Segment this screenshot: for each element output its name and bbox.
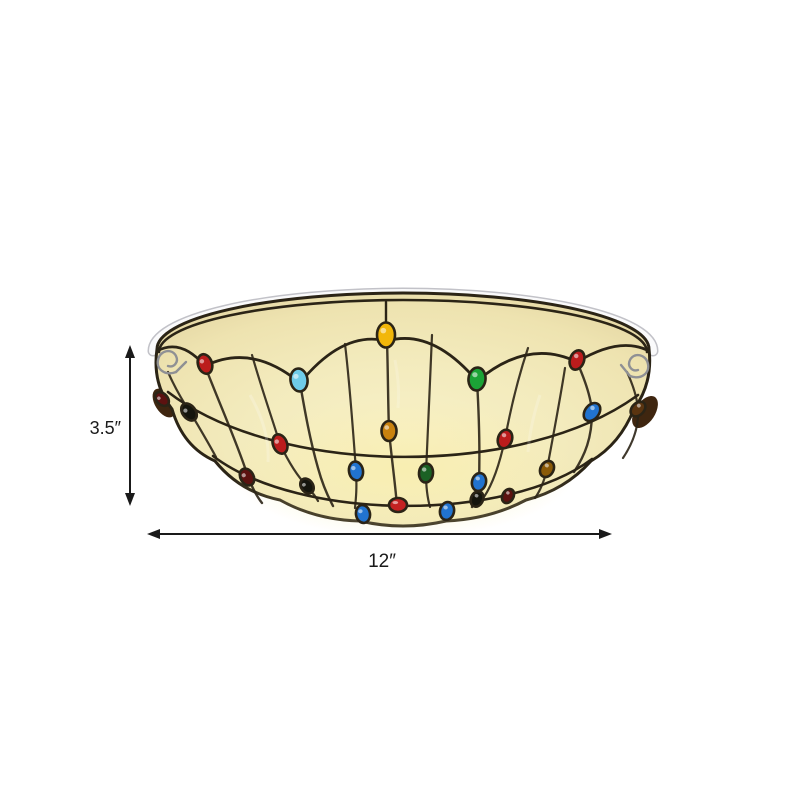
jewel-black — [179, 402, 199, 422]
arrowhead-right-icon — [599, 529, 612, 539]
jewel-red — [271, 433, 289, 455]
jewel-maroon — [238, 467, 256, 487]
jewel-red — [568, 349, 586, 371]
wire-curl-left — [156, 349, 188, 375]
arrowhead-up-icon — [125, 345, 135, 358]
jewel-red — [387, 496, 409, 514]
arrowhead-left-icon — [147, 529, 160, 539]
jewel-dark-amber — [538, 459, 556, 479]
lead-rib — [250, 353, 320, 503]
jewel-maroon — [500, 487, 516, 505]
width-dimension-label: 12″ — [368, 551, 396, 572]
lead-top-arc — [157, 298, 649, 354]
jewel-black — [298, 477, 316, 495]
jewel-blue — [582, 401, 602, 423]
jewel-brown — [629, 400, 647, 418]
height-dimension: 3.5″ — [90, 345, 135, 506]
glass-streak — [248, 394, 270, 463]
jewel-green — [467, 366, 487, 392]
glass-streak — [526, 394, 542, 453]
jewel-amber — [380, 419, 398, 443]
height-dimension-label: 3.5″ — [90, 418, 122, 438]
width-dimension: 12″ — [147, 529, 612, 572]
jewel-cyan — [289, 367, 309, 393]
arrowhead-down-icon — [125, 493, 135, 506]
glass-jewels — [153, 321, 647, 525]
ceiling-lamp-photo — [147, 287, 659, 538]
glass-streak — [393, 359, 401, 409]
lead-rib — [298, 381, 335, 508]
glass-glow — [228, 398, 578, 538]
jewel-maroon — [153, 390, 171, 408]
wire-curl-right — [619, 353, 650, 379]
jewel-blue — [354, 503, 372, 525]
jewel-dark-green — [417, 462, 435, 484]
jewel-blue — [347, 460, 365, 482]
jewel-blue — [438, 500, 456, 522]
jewel-red — [496, 428, 514, 450]
jewel-red — [196, 352, 214, 376]
jewel-black — [469, 490, 485, 508]
lead-rib — [424, 333, 434, 509]
jewel-yellow — [375, 321, 397, 349]
lead-band-middle — [166, 390, 640, 459]
